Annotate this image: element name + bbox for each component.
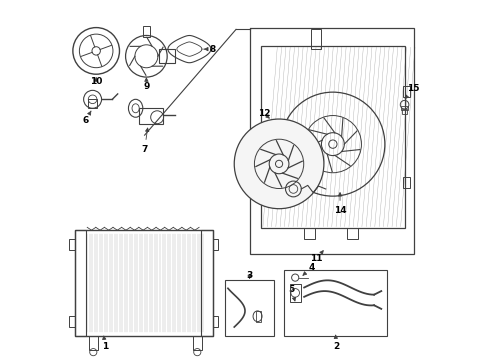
Text: 2: 2: [333, 335, 340, 351]
Bar: [347, 228, 358, 239]
Bar: [403, 177, 410, 188]
Text: 15: 15: [405, 84, 420, 99]
Text: 4: 4: [303, 264, 315, 275]
Bar: [193, 336, 202, 350]
Bar: [402, 109, 407, 114]
Text: 11: 11: [311, 251, 323, 264]
Bar: [401, 106, 408, 110]
Bar: [304, 228, 315, 239]
Text: 3: 3: [246, 270, 253, 279]
Text: 12: 12: [258, 109, 271, 118]
Bar: [88, 99, 97, 108]
Text: 6: 6: [82, 111, 91, 125]
Bar: [89, 336, 98, 350]
Bar: [290, 284, 300, 302]
Bar: [259, 132, 265, 142]
Bar: [311, 30, 321, 49]
Bar: [74, 230, 213, 336]
Text: 9: 9: [143, 78, 149, 91]
Text: 8: 8: [204, 45, 216, 54]
Bar: [261, 45, 405, 228]
Bar: [213, 239, 218, 250]
Bar: [74, 230, 86, 336]
Bar: [403, 86, 410, 96]
Text: 14: 14: [334, 193, 346, 215]
Bar: [225, 280, 274, 336]
Bar: [69, 239, 74, 250]
Bar: [250, 28, 414, 253]
Text: 10: 10: [90, 77, 102, 86]
Bar: [139, 108, 163, 125]
Bar: [213, 316, 218, 327]
Bar: [256, 311, 261, 321]
Text: 1: 1: [102, 336, 108, 351]
Text: 7: 7: [142, 128, 149, 154]
Bar: [143, 26, 150, 37]
Bar: [201, 230, 213, 336]
Text: 13: 13: [273, 185, 288, 204]
Bar: [285, 270, 387, 336]
Circle shape: [234, 119, 324, 209]
Bar: [69, 316, 74, 327]
Text: 5: 5: [289, 285, 295, 301]
Bar: [159, 49, 175, 63]
